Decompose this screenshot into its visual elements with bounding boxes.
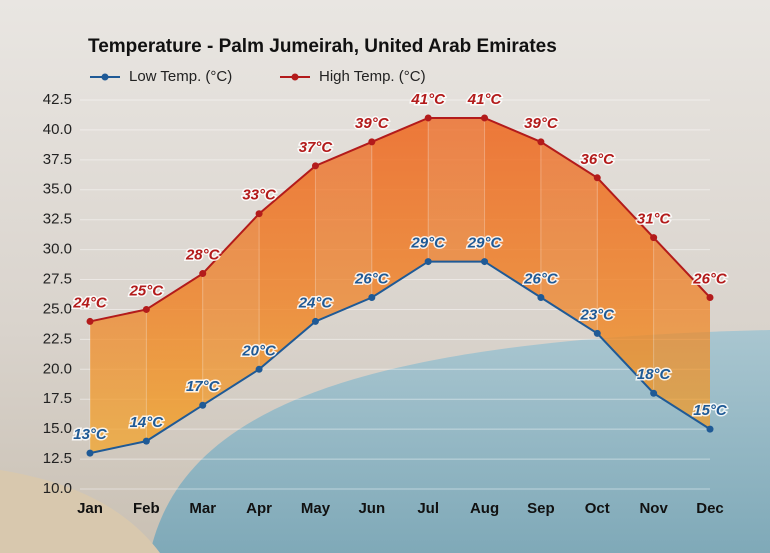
x-tick-label: Jun xyxy=(358,500,385,517)
y-tick-label: 37.5 xyxy=(43,151,72,168)
y-tick-label: 20.0 xyxy=(43,360,72,377)
legend-marker xyxy=(291,73,299,81)
range-area xyxy=(540,141,598,334)
y-tick-label: 10.0 xyxy=(43,480,72,497)
range-area xyxy=(146,273,203,442)
y-tick-label: 30.0 xyxy=(43,241,72,258)
data-point xyxy=(593,174,601,182)
data-point xyxy=(86,449,94,457)
data-point xyxy=(142,305,150,313)
y-tick-label: 22.5 xyxy=(43,330,72,347)
range-area xyxy=(428,117,485,262)
data-point xyxy=(481,258,489,266)
data-label: 41°C xyxy=(467,91,503,108)
range-area xyxy=(259,165,316,370)
sea xyxy=(150,330,770,553)
legend-label: High Temp. (°C) xyxy=(319,68,426,85)
data-point xyxy=(706,425,714,433)
data-label: 24°C xyxy=(298,294,334,311)
legend-label: Low Temp. (°C) xyxy=(129,68,232,85)
data-label: 20°C xyxy=(241,342,277,359)
y-tick-label: 40.0 xyxy=(43,121,72,138)
series-line xyxy=(89,116,711,323)
data-label: 15°C xyxy=(693,402,728,419)
data-label: 18°C xyxy=(637,366,672,383)
legend-marker xyxy=(101,73,109,81)
data-label: 37°C xyxy=(299,139,334,156)
data-label: 33°C xyxy=(242,187,277,204)
range-area xyxy=(597,177,654,394)
x-tick-label: Apr xyxy=(246,500,272,517)
y-tick-label: 15.0 xyxy=(43,420,72,437)
sand xyxy=(0,470,160,553)
range-area xyxy=(653,237,710,430)
data-label: 39°C xyxy=(355,115,390,132)
x-tick-label: Jul xyxy=(417,500,439,517)
x-tick-label: May xyxy=(301,500,331,517)
series-line xyxy=(89,260,711,455)
data-point xyxy=(424,258,432,266)
data-point xyxy=(481,114,489,122)
data-label: 26°C xyxy=(523,270,559,287)
data-point xyxy=(86,317,94,325)
data-label: 31°C xyxy=(637,211,672,228)
x-tick-label: Nov xyxy=(639,500,668,517)
range-area xyxy=(202,213,260,406)
data-point xyxy=(311,317,319,325)
x-tick-label: Sep xyxy=(527,500,555,517)
data-label: 26°C xyxy=(692,270,728,287)
y-tick-label: 32.5 xyxy=(43,211,72,228)
data-point xyxy=(593,329,601,337)
data-label: 25°C xyxy=(129,282,165,299)
data-point xyxy=(537,293,545,301)
data-point xyxy=(255,210,263,218)
data-point xyxy=(424,114,432,122)
data-label: 14°C xyxy=(130,414,165,431)
range-area xyxy=(371,117,429,298)
data-label: 17°C xyxy=(186,378,221,395)
data-point xyxy=(368,138,376,146)
data-label: 41°C xyxy=(410,91,446,108)
data-point xyxy=(255,365,263,373)
y-tick-label: 12.5 xyxy=(43,450,72,467)
y-tick-label: 25.0 xyxy=(43,300,72,317)
data-label: 29°C xyxy=(410,235,446,252)
range-area xyxy=(90,309,147,454)
range-area xyxy=(315,141,372,322)
data-point xyxy=(199,270,207,278)
x-tick-label: Oct xyxy=(585,500,610,517)
data-point xyxy=(537,138,545,146)
y-tick-label: 35.0 xyxy=(43,181,72,198)
data-label: 36°C xyxy=(581,151,616,168)
legend: Low Temp. (°C) High Temp. (°C) xyxy=(90,68,426,85)
x-tick-label: Dec xyxy=(696,500,724,517)
data-point xyxy=(650,389,658,397)
data-label: 28°C xyxy=(185,247,221,264)
data-point xyxy=(650,234,658,242)
y-tick-label: 42.5 xyxy=(43,91,72,108)
x-tick-label: Aug xyxy=(470,500,499,517)
y-tick-label: 27.5 xyxy=(43,271,72,288)
range-area xyxy=(484,117,541,298)
data-label: 29°C xyxy=(467,235,503,252)
x-tick-label: Mar xyxy=(189,500,216,517)
data-point xyxy=(706,293,714,301)
data-point xyxy=(311,162,319,170)
data-label: 24°C xyxy=(72,294,108,311)
chart-title: Temperature - Palm Jumeirah, United Arab… xyxy=(88,36,557,57)
data-label: 13°C xyxy=(73,426,108,443)
data-point xyxy=(142,437,150,445)
data-point xyxy=(368,293,376,301)
data-point xyxy=(199,401,207,409)
y-tick-label: 17.5 xyxy=(43,390,72,407)
data-label: 39°C xyxy=(524,115,559,132)
data-label: 26°C xyxy=(354,270,390,287)
data-label: 23°C xyxy=(580,306,616,323)
x-tick-label: Feb xyxy=(133,500,160,517)
x-tick-label: Jan xyxy=(77,500,103,517)
